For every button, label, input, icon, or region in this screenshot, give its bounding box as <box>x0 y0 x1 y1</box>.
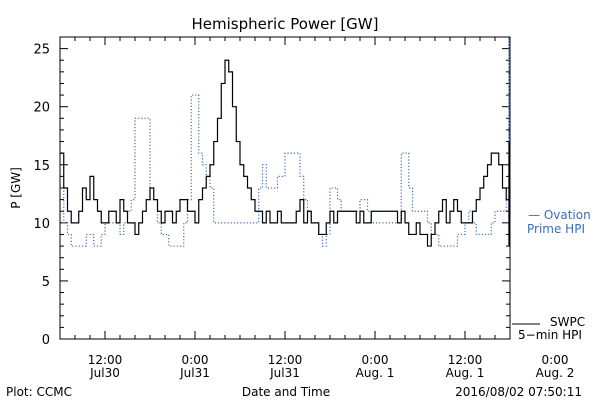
chart-title: Hemispheric Power [GW] <box>192 15 379 33</box>
y-tick-label: 15 <box>33 159 50 174</box>
plot-timestamp: 2016/08/02 07:50:11 <box>455 385 582 399</box>
legend-swpc: SWPC 5−min HPI <box>512 315 585 342</box>
swpc-series-line <box>60 59 510 247</box>
legend-swpc-line2: 5−min HPI <box>518 328 582 342</box>
y-axis-ticks: 0 5 10 15 20 25 <box>33 36 510 348</box>
x-tick-label-date: Aug. 1 <box>446 366 485 380</box>
x-tick-label-date: Jul31 <box>269 366 300 380</box>
x-tick-label-time: 0:00 <box>542 353 569 367</box>
y-tick-label: 0 <box>42 333 50 348</box>
legend-ovation-line2: Prime HPI <box>527 222 585 236</box>
y-tick-label: 10 <box>33 217 50 232</box>
legend-ovation-line1: — Ovation <box>528 208 591 222</box>
x-axis-label: Date and Time <box>242 385 330 399</box>
x-tick-label-date: Aug. 1 <box>356 366 395 380</box>
y-tick-label: 25 <box>33 43 50 58</box>
y-axis-label: P [GW] <box>9 167 23 209</box>
plot-frame <box>59 36 511 340</box>
x-tick-label-time: 12:00 <box>88 353 123 367</box>
x-tick-label-date: Jul31 <box>179 366 210 380</box>
y-tick-label: 20 <box>33 101 50 116</box>
x-tick-label-date: Aug. 2 <box>536 366 575 380</box>
y-tick-label: 5 <box>42 275 50 290</box>
x-tick-label-time: 0:00 <box>182 353 209 367</box>
legend-ovation: — Ovation Prime HPI <box>527 208 591 236</box>
x-tick-label-date: Jul30 <box>89 366 120 380</box>
plot-source: Plot: CCMC <box>6 385 72 399</box>
series-layer <box>60 37 510 247</box>
legend-swpc-line1: SWPC <box>550 315 585 329</box>
x-tick-label-time: 12:00 <box>268 353 303 367</box>
x-tick-label-time: 12:00 <box>448 353 483 367</box>
x-tick-label-time: 0:00 <box>362 353 389 367</box>
